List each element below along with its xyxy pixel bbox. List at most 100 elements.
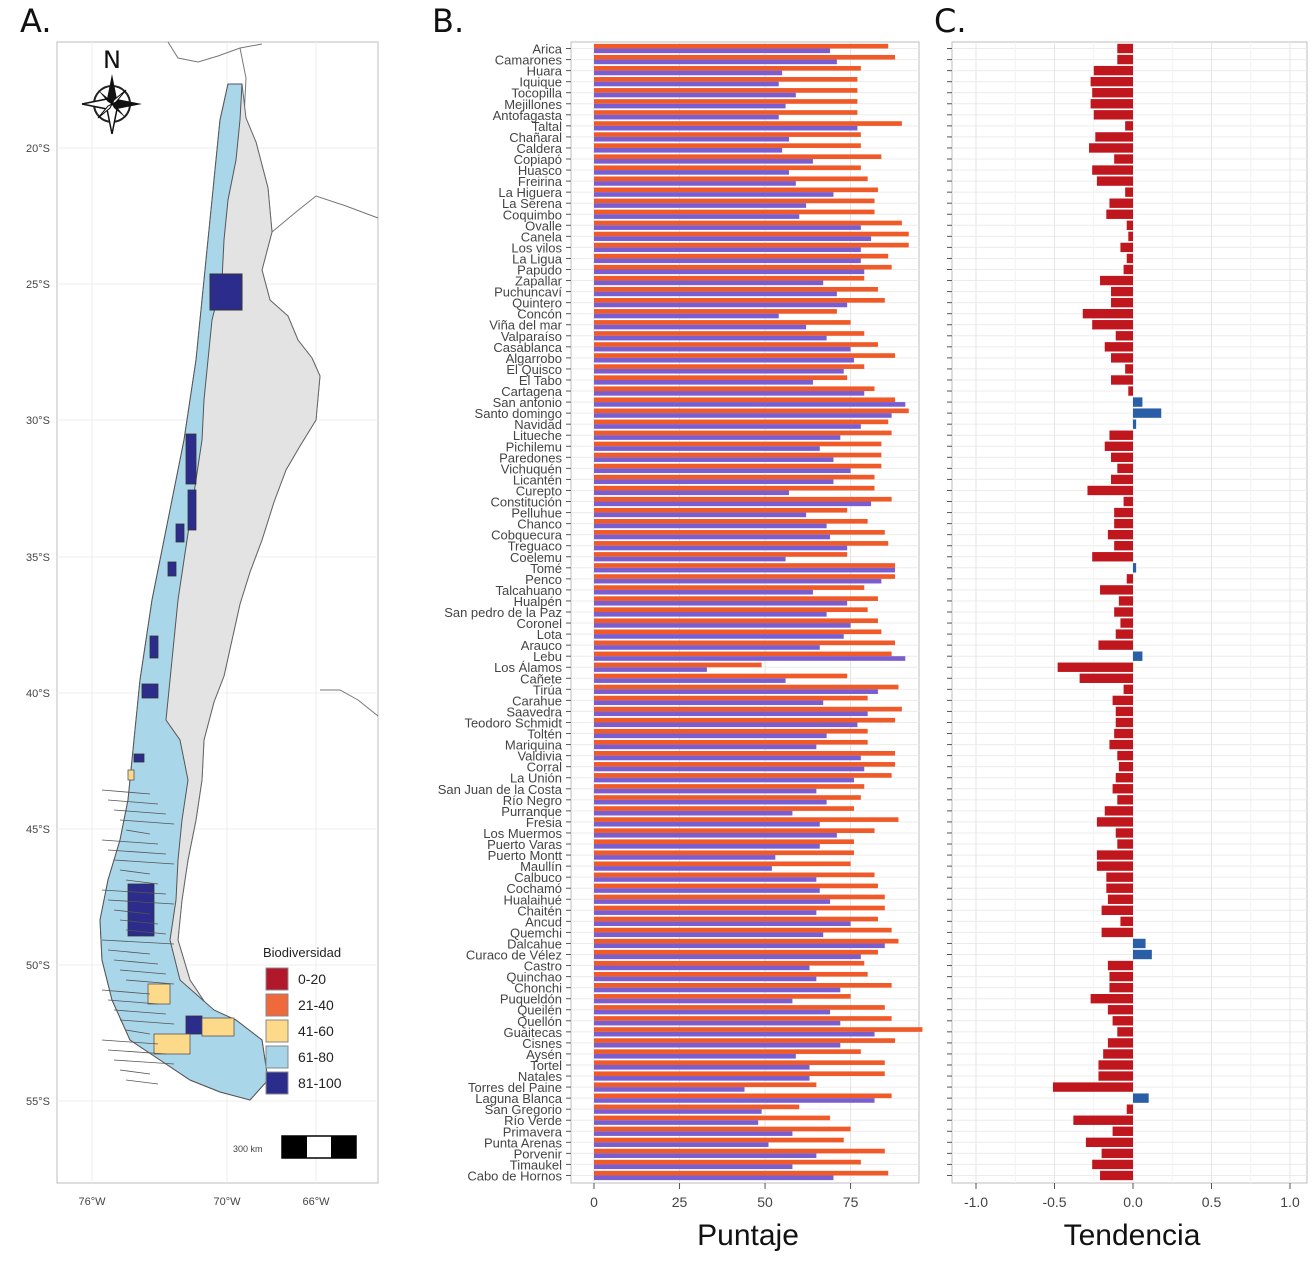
category-label: Puerto Varas xyxy=(487,837,562,852)
x-tick-label: 0.0 xyxy=(1123,1194,1143,1210)
bar-purple xyxy=(594,1042,841,1048)
bar-orange xyxy=(594,143,861,148)
bar-purple xyxy=(594,578,882,584)
category-label: Penco xyxy=(525,572,562,587)
bar-purple xyxy=(594,733,827,739)
category-label: Queilén xyxy=(517,1003,562,1018)
bar-purple xyxy=(594,81,779,87)
x-tick-label: 50 xyxy=(757,1194,773,1210)
bar-purple xyxy=(594,379,813,385)
category-label: Saavedra xyxy=(506,704,562,719)
bar-purple xyxy=(594,612,827,617)
bar-purple xyxy=(594,324,807,330)
bar-orange xyxy=(594,43,889,49)
bar-orange xyxy=(594,662,762,668)
bar-purple xyxy=(594,479,834,485)
bar-purple xyxy=(594,457,834,462)
bar-purple xyxy=(594,1131,793,1136)
bar-purple xyxy=(594,523,827,529)
panel-b-x-ticks: 0 25 50 75 xyxy=(590,1183,859,1210)
category-label: Quemchi xyxy=(510,925,562,940)
category-label: Coronel xyxy=(516,616,562,631)
bar-purple xyxy=(594,1076,810,1081)
trend-bar xyxy=(1123,684,1133,695)
bar-orange xyxy=(594,850,854,856)
panel-c-x-ticks: -1.0 -0.5 0.0 0.5 1.0 xyxy=(964,1183,1300,1210)
category-label: Canela xyxy=(521,229,563,244)
trend-bar xyxy=(1133,563,1137,573)
bar-orange xyxy=(594,1093,892,1099)
legend-label: 81-100 xyxy=(298,1075,342,1091)
bar-purple xyxy=(594,1109,762,1114)
category-label: Primavera xyxy=(503,1124,563,1139)
bar-orange xyxy=(594,187,878,193)
trend-bar xyxy=(1101,1148,1133,1159)
panel-b-xlabel: Puntaje xyxy=(697,1219,799,1252)
category-label: Mariquina xyxy=(505,738,563,753)
bar-purple xyxy=(594,700,824,706)
legend-swatch xyxy=(265,993,289,1017)
category-label: Natales xyxy=(518,1069,563,1084)
trend-bar xyxy=(1052,1082,1133,1092)
bar-purple xyxy=(594,921,851,926)
bar-orange xyxy=(594,773,892,778)
category-label: Puqueldón xyxy=(500,992,562,1007)
bar-purple xyxy=(594,269,865,275)
category-label: El Quisco xyxy=(506,362,562,377)
bar-purple xyxy=(594,159,813,164)
bar-purple xyxy=(594,70,783,76)
map-legend: Biodiversidad 0-20 21-40 41-60 61-80 81-100 xyxy=(263,945,342,1095)
bar-orange xyxy=(594,1082,817,1088)
category-label: Pelluhue xyxy=(511,506,562,521)
trend-bar xyxy=(1120,242,1133,253)
trend-bar xyxy=(1096,176,1133,186)
bar-orange xyxy=(594,717,896,723)
category-label: Tortel xyxy=(530,1058,562,1073)
category-label: Litueche xyxy=(513,428,562,443)
category-label: San antonio xyxy=(493,395,562,410)
trend-bar xyxy=(1090,99,1133,109)
bar-purple xyxy=(594,855,776,860)
category-label: Punta Arenas xyxy=(484,1135,563,1150)
category-label: Los Muermos xyxy=(483,826,562,841)
bar-orange xyxy=(594,441,882,447)
bar-orange xyxy=(594,552,848,557)
trend-bar xyxy=(1109,198,1133,208)
trend-bar xyxy=(1126,1104,1133,1114)
category-label: Treguaco xyxy=(508,539,562,554)
trend-bar xyxy=(1082,308,1133,319)
category-label: Lota xyxy=(537,627,563,642)
compass-letter: N xyxy=(103,46,121,74)
category-label: Paredones xyxy=(499,450,562,465)
category-label: Caldera xyxy=(516,141,562,156)
category-label: Los Álamos xyxy=(494,660,562,675)
bar-purple xyxy=(594,1120,759,1125)
category-label: Cartagena xyxy=(501,384,562,399)
bar-orange xyxy=(594,1126,851,1132)
bar-purple xyxy=(594,391,865,396)
trend-bar xyxy=(1118,761,1133,772)
lat-label: 50°S xyxy=(26,960,50,972)
trend-bar xyxy=(1125,187,1133,197)
lat-label: 35°S xyxy=(26,552,50,564)
scale-bar: 300 km xyxy=(233,1135,357,1159)
trend-bar xyxy=(1115,773,1133,783)
bar-orange xyxy=(594,1137,844,1143)
trend-bar xyxy=(1087,485,1133,496)
category-label: Tocopilla xyxy=(511,86,562,101)
trend-bar xyxy=(1114,154,1133,164)
trend-bar xyxy=(1090,994,1133,1004)
category-label: Laguna Blanca xyxy=(475,1091,563,1106)
bar-purple xyxy=(594,656,906,661)
lon-label: 66°W xyxy=(302,1196,330,1208)
trend-bar xyxy=(1101,927,1133,938)
trend-bar xyxy=(1126,574,1133,584)
category-label: El Tabo xyxy=(519,373,562,388)
bar-purple xyxy=(594,844,820,849)
bar-orange xyxy=(594,784,865,789)
lat-label: 25°S xyxy=(26,279,50,291)
bar-orange xyxy=(594,1148,885,1154)
category-label: Talcahuano xyxy=(496,583,563,598)
bar-purple xyxy=(594,114,779,120)
bar-orange xyxy=(594,706,902,712)
